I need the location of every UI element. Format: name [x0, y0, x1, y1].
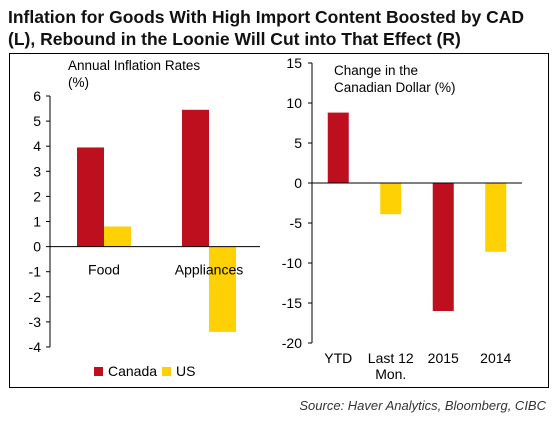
right-y-tick-label: -20: [282, 335, 302, 351]
charts-canvas: Annual Inflation Rates(%)-4-3-2-10123456…: [29, 55, 522, 382]
right-y-tick-label: -5: [290, 215, 303, 231]
left-y-tick-label: 2: [33, 188, 41, 204]
legend-label-canada: Canada: [108, 363, 157, 379]
left-y-tick-label: -3: [29, 314, 42, 330]
right-x-tick-label: 2015: [428, 350, 459, 366]
right-chart-title: Change in the: [334, 63, 418, 78]
bar-2014: [485, 183, 507, 252]
source-note: Source: Haver Analytics, Bloomberg, CIBC: [299, 398, 546, 413]
chart-panel: Annual Inflation Rates (%) -4 -3 -2 -1 0 1 2 3 4 5 6…: [9, 53, 549, 388]
right-y-tick-label: -15: [282, 295, 302, 311]
bar-canada-appliances: [182, 109, 209, 247]
left-y-tick-label: 3: [33, 163, 41, 179]
right-x-tick-label: Mon.: [375, 366, 406, 382]
right-y-tick-label: 15: [286, 55, 302, 71]
left-chart: Annual Inflation Rates (%) -4 -3 -2 -1 0 1 2 3 4 5 6…: [29, 58, 260, 355]
legend-swatch-us: [162, 367, 171, 376]
left-y-tick-label: 1: [33, 214, 41, 230]
left-y-tick-label: 6: [33, 88, 41, 104]
left-y-tick-label: 5: [33, 113, 41, 129]
bar-2015: [432, 183, 454, 311]
left-x-tick-label: Food: [88, 262, 120, 278]
left-y-tick-label: -4: [29, 339, 42, 355]
right-y-tick-label: 10: [286, 95, 302, 111]
left-y-tick-label: 4: [33, 138, 41, 154]
bar-us-appliances: [209, 246, 236, 332]
left-y-tick-label: -2: [29, 289, 42, 305]
right-chart-title: Canadian Dollar (%): [334, 80, 456, 95]
bar-canada-food: [77, 147, 104, 247]
left-y-tick-label: -1: [29, 264, 42, 280]
right-y-tick-label: 0: [294, 175, 302, 191]
right-y-tick-label: 5: [294, 135, 302, 151]
right-x-tick-label: YTD: [324, 350, 352, 366]
right-x-tick-label: Last 12: [368, 350, 414, 366]
left-chart-title: (%): [68, 75, 89, 90]
left-x-tick-label: Appliances: [175, 262, 244, 278]
legend-swatch-canada: [94, 367, 103, 376]
bar-last-12-mon-: [380, 183, 402, 215]
left-chart-title: Annual Inflation Rates: [68, 58, 200, 73]
right-chart: Change in the Canadian Dollar (%) -20 -15 -1…: [282, 55, 522, 382]
right-y-tick-label: -10: [282, 255, 302, 271]
left-y-tick-label: 0: [33, 239, 41, 255]
legend-label-us: US: [176, 363, 195, 379]
bar-ytd: [327, 112, 349, 183]
chart-title: Inflation for Goods With High Import Con…: [8, 7, 525, 49]
bar-us-food: [104, 226, 131, 247]
right-x-tick-label: 2014: [480, 350, 511, 366]
legend: Canada US: [94, 363, 195, 379]
